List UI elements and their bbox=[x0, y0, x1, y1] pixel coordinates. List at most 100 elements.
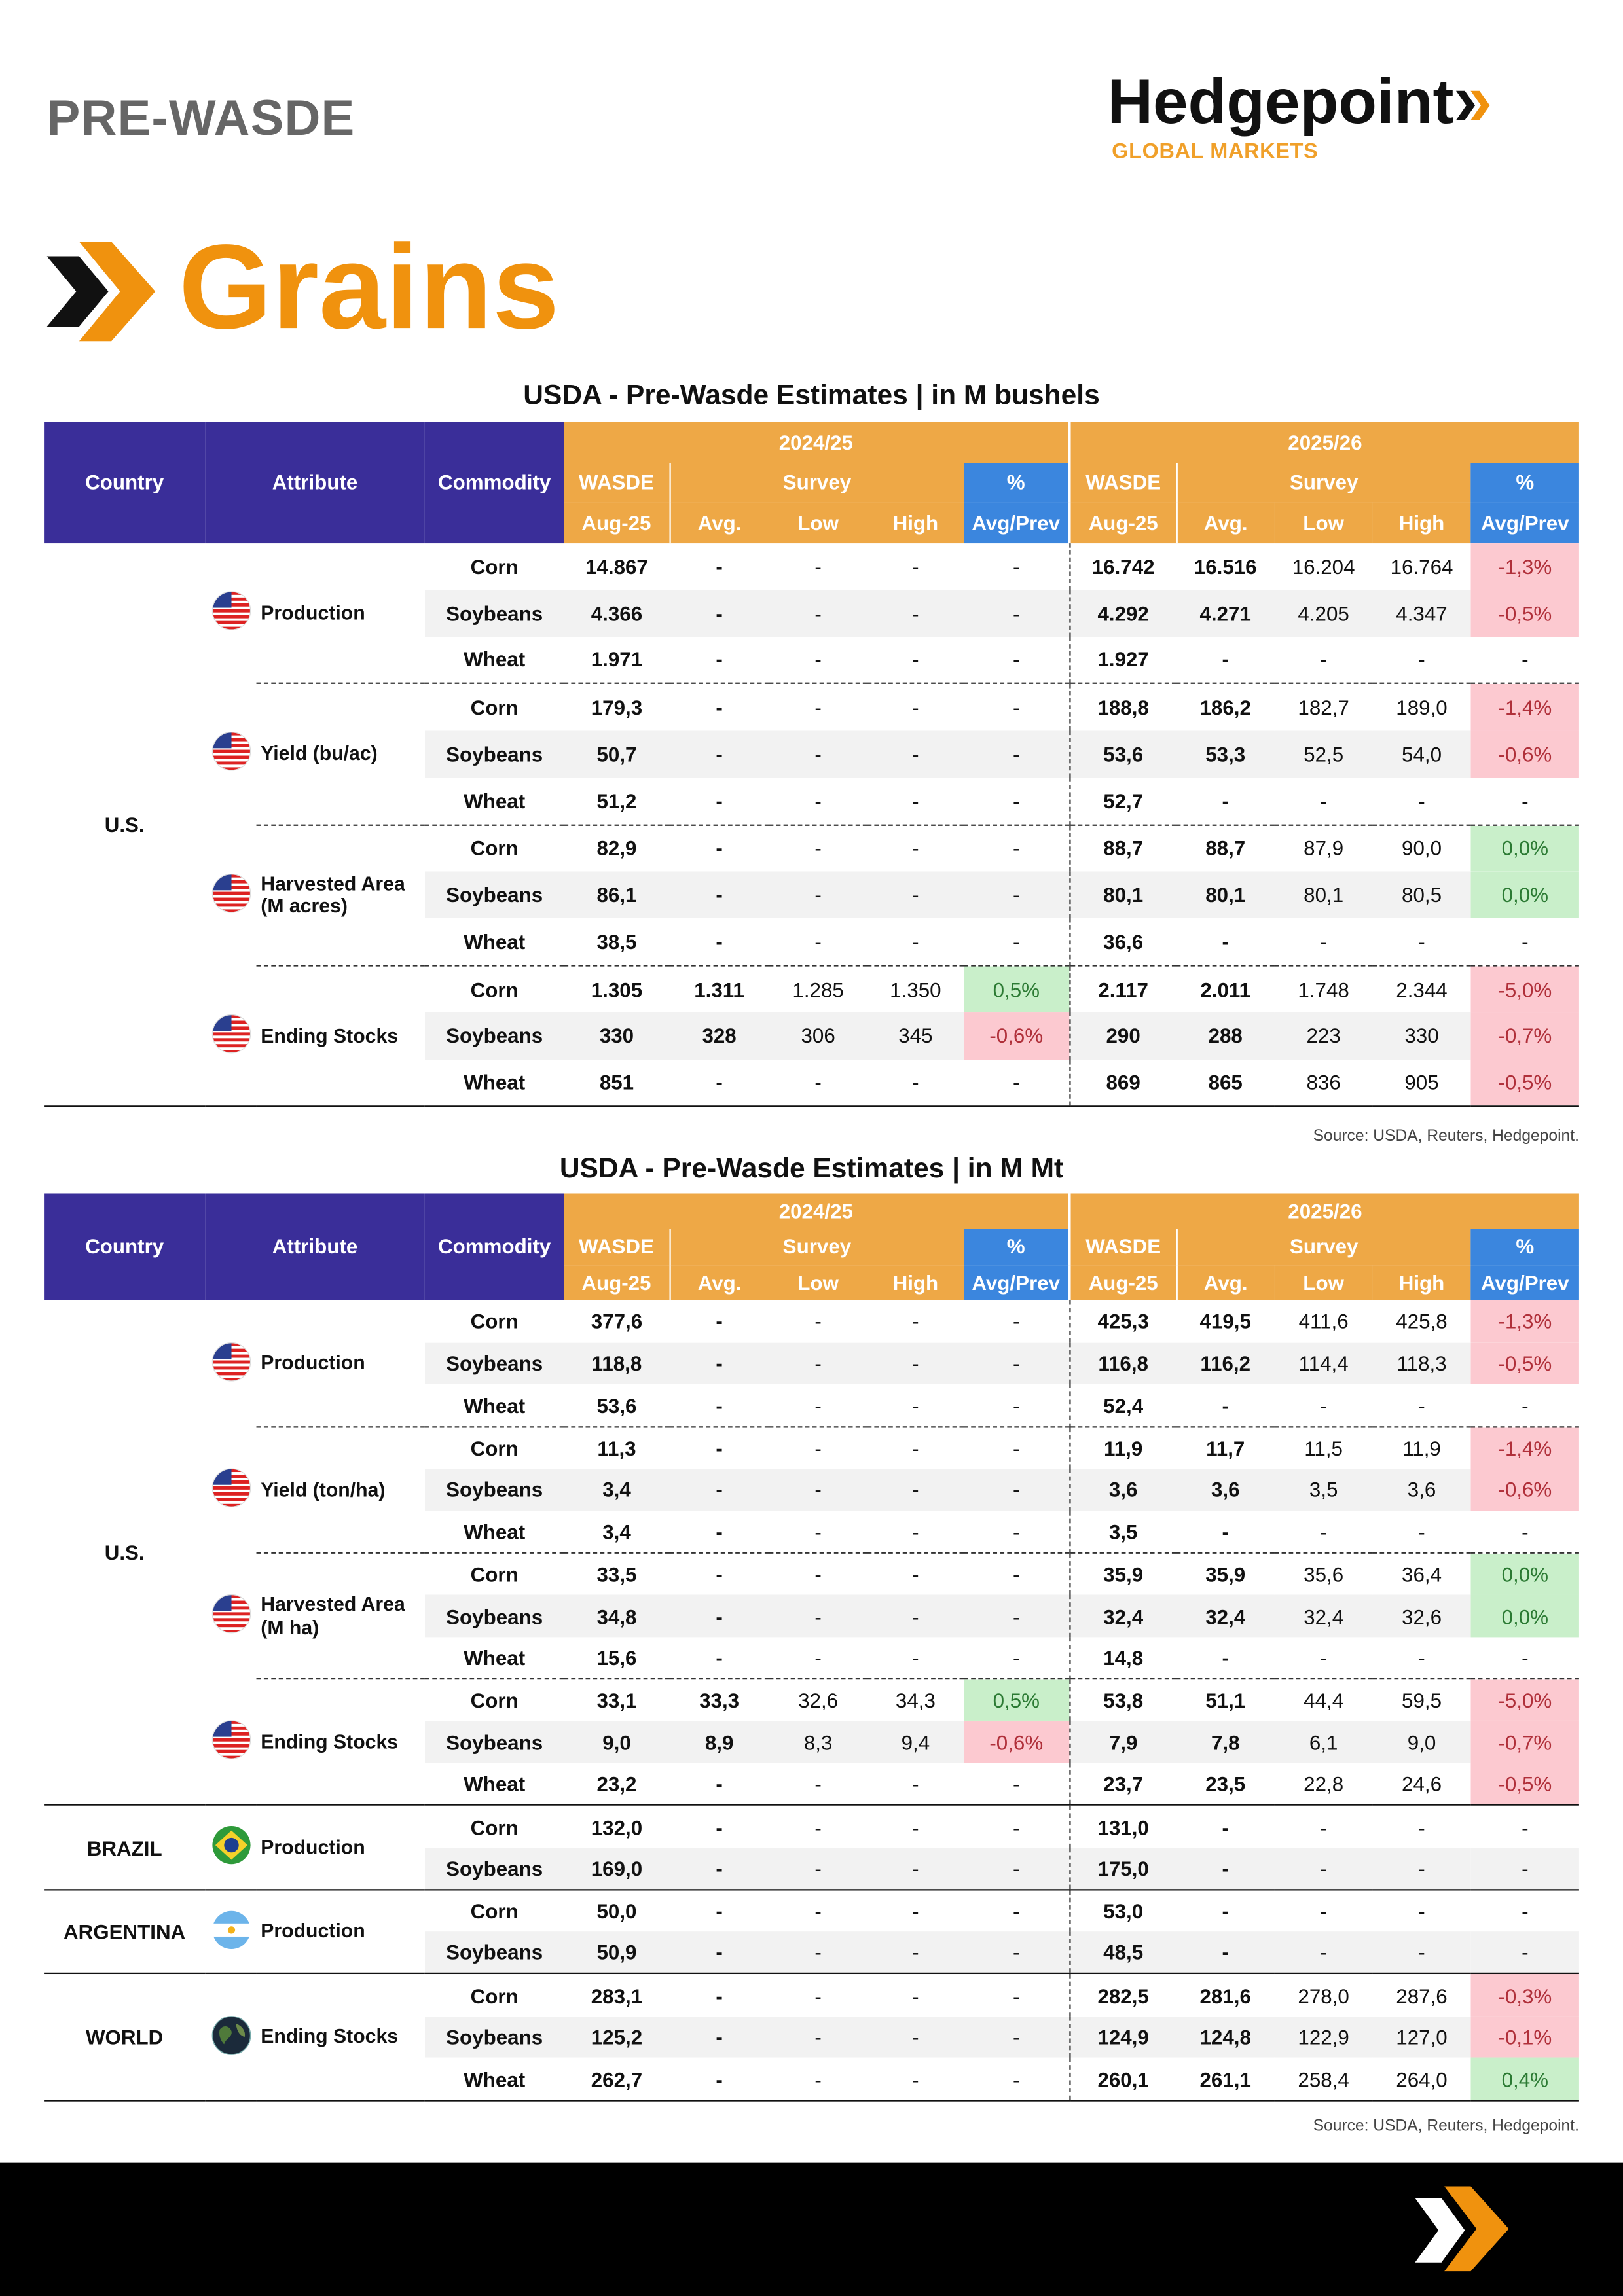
value-cell: - bbox=[1222, 1645, 1229, 1670]
commodity-cell: Corn bbox=[424, 683, 564, 731]
value-cell: - bbox=[964, 1552, 1070, 1595]
value-cell: 14.867 bbox=[585, 554, 648, 578]
value-cell: - bbox=[669, 1889, 769, 1932]
value-cell: - bbox=[1013, 648, 1020, 672]
flag-cell bbox=[205, 543, 256, 683]
value-cell: 258,4 bbox=[1274, 2058, 1373, 2101]
value-cell: 50,0 bbox=[564, 1889, 670, 1932]
value-cell: 223 bbox=[1274, 1013, 1373, 1060]
group-header: Survey bbox=[669, 1229, 964, 1265]
value-cell: 4.347 bbox=[1372, 589, 1471, 637]
value-cell: - bbox=[867, 1594, 964, 1638]
value-cell: - bbox=[867, 1847, 964, 1890]
value-cell: - bbox=[716, 929, 723, 954]
group-header: WASDE bbox=[1069, 461, 1177, 503]
value-cell: 32,4 bbox=[1068, 1594, 1176, 1638]
commodity-cell: Soybeans bbox=[424, 1721, 564, 1764]
value-cell: - bbox=[716, 789, 723, 813]
header-label: PRE-WASDE bbox=[46, 90, 356, 147]
flag-icon bbox=[211, 591, 251, 631]
value-cell: - bbox=[912, 929, 919, 954]
value-cell: - bbox=[1013, 554, 1020, 578]
column-header: Low bbox=[769, 1265, 867, 1300]
value-cell: 175,0 bbox=[1068, 1847, 1176, 1890]
commodity-cell: Soybeans bbox=[424, 1931, 564, 1974]
flag-icon bbox=[211, 732, 251, 772]
value-cell: -0,6% bbox=[1470, 1468, 1580, 1511]
value-cell: - bbox=[964, 823, 1070, 872]
value-cell: -0,1% bbox=[1470, 2016, 1580, 2058]
source-note: Source: USDA, Reuters, Hedgepoint. bbox=[1313, 1127, 1579, 1145]
value-cell: - bbox=[769, 1426, 867, 1469]
value-cell: 328 bbox=[669, 1013, 769, 1060]
value-cell: - bbox=[1176, 1804, 1275, 1848]
value-cell: - bbox=[867, 2058, 964, 2101]
value-cell: 425,8 bbox=[1396, 1309, 1448, 1333]
data-row: Wheat 262,7- - - -260,1 261,1 258,4 264,0 0,4% bbox=[44, 2058, 1580, 2101]
value-cell: - bbox=[1470, 1931, 1580, 1974]
value-cell: 287,6 bbox=[1372, 1973, 1471, 2017]
attribute-cell: Production bbox=[256, 1804, 425, 1890]
value-cell: - bbox=[1372, 1931, 1471, 1974]
value-cell: - bbox=[1176, 1889, 1275, 1932]
value-cell: 11,9 bbox=[1068, 1426, 1176, 1469]
value-cell: - bbox=[1522, 929, 1529, 954]
data-row: Soybeans 50,9- - - -48,5- - - - bbox=[44, 1931, 1580, 1974]
commodity-cell: Corn bbox=[424, 1889, 564, 1932]
column-header: Aug-25 bbox=[564, 502, 670, 543]
value-cell: - bbox=[669, 1426, 769, 1469]
year-header: 2025/26 bbox=[1069, 1193, 1580, 1229]
value-cell: - bbox=[769, 871, 867, 919]
value-cell: 0,0% bbox=[1470, 1594, 1580, 1638]
value-cell: 114,4 bbox=[1274, 1342, 1373, 1385]
value-cell: -0,5% bbox=[1470, 1059, 1580, 1107]
data-row: Wheat 53,6 - - - - 52,4 - - - - bbox=[44, 1384, 1579, 1427]
value-cell: 7,9 bbox=[1068, 1721, 1176, 1764]
value-cell: - bbox=[1418, 789, 1425, 813]
value-cell: 22,8 bbox=[1304, 1772, 1344, 1796]
value-cell: 118,8 bbox=[564, 1342, 670, 1385]
column-header: High bbox=[867, 1265, 964, 1300]
value-cell: - bbox=[769, 1468, 867, 1511]
value-cell: - bbox=[964, 1594, 1070, 1638]
attribute-cell: Yield (ton/ha) bbox=[256, 1426, 425, 1553]
value-cell: 34,8 bbox=[564, 1594, 670, 1638]
value-cell: - bbox=[964, 683, 1070, 731]
title-chevrons bbox=[46, 242, 156, 342]
commodity-cell: Soybeans bbox=[424, 589, 564, 637]
value-cell: 7,8 bbox=[1176, 1721, 1275, 1764]
value-cell: - bbox=[867, 1468, 964, 1511]
value-cell: 32,4 bbox=[1274, 1594, 1373, 1638]
header-row: Country Attribute Commodity 2024/25 2025/26 bbox=[44, 422, 1580, 543]
value-cell: 0,5% bbox=[964, 965, 1070, 1013]
value-cell: 186,2 bbox=[1176, 683, 1275, 731]
value-cell: - bbox=[1013, 929, 1020, 954]
value-cell: 869 bbox=[1068, 1059, 1176, 1107]
value-cell: -0,3% bbox=[1470, 1973, 1580, 2017]
value-cell: 905 bbox=[1372, 1059, 1471, 1107]
value-cell: 32,4 bbox=[1176, 1594, 1275, 1638]
value-cell: - bbox=[769, 1342, 867, 1385]
value-cell: 116,2 bbox=[1176, 1342, 1275, 1385]
data-row: Soybeans 50,7- - - -53,6 53,3 52,5 54,0 -0,6% bbox=[44, 730, 1580, 778]
value-cell: - bbox=[769, 1847, 867, 1890]
flag-icon bbox=[211, 1826, 250, 1865]
commodity-cell: Soybeans bbox=[424, 1847, 564, 1890]
value-cell: 53,8 bbox=[1068, 1678, 1176, 1721]
group-header: Survey bbox=[1176, 461, 1471, 503]
value-cell: - bbox=[669, 1059, 769, 1107]
commodity-cell: Soybeans bbox=[424, 2016, 564, 2058]
value-cell: 88,7 bbox=[1068, 823, 1176, 872]
value-cell: 2.011 bbox=[1176, 965, 1275, 1013]
value-cell: 3,6 bbox=[1068, 1468, 1176, 1511]
flag-cell bbox=[205, 1804, 257, 1890]
value-cell: 8,3 bbox=[769, 1721, 867, 1764]
value-cell: - bbox=[1418, 648, 1425, 672]
value-cell: - bbox=[716, 1645, 723, 1670]
value-cell: - bbox=[867, 1889, 964, 1932]
value-cell: 2.344 bbox=[1372, 965, 1471, 1013]
value-cell: - bbox=[1372, 1847, 1471, 1890]
value-cell: - bbox=[769, 1931, 867, 1974]
value-cell: 1.927 bbox=[1068, 636, 1176, 684]
value-cell: - bbox=[912, 1645, 919, 1670]
